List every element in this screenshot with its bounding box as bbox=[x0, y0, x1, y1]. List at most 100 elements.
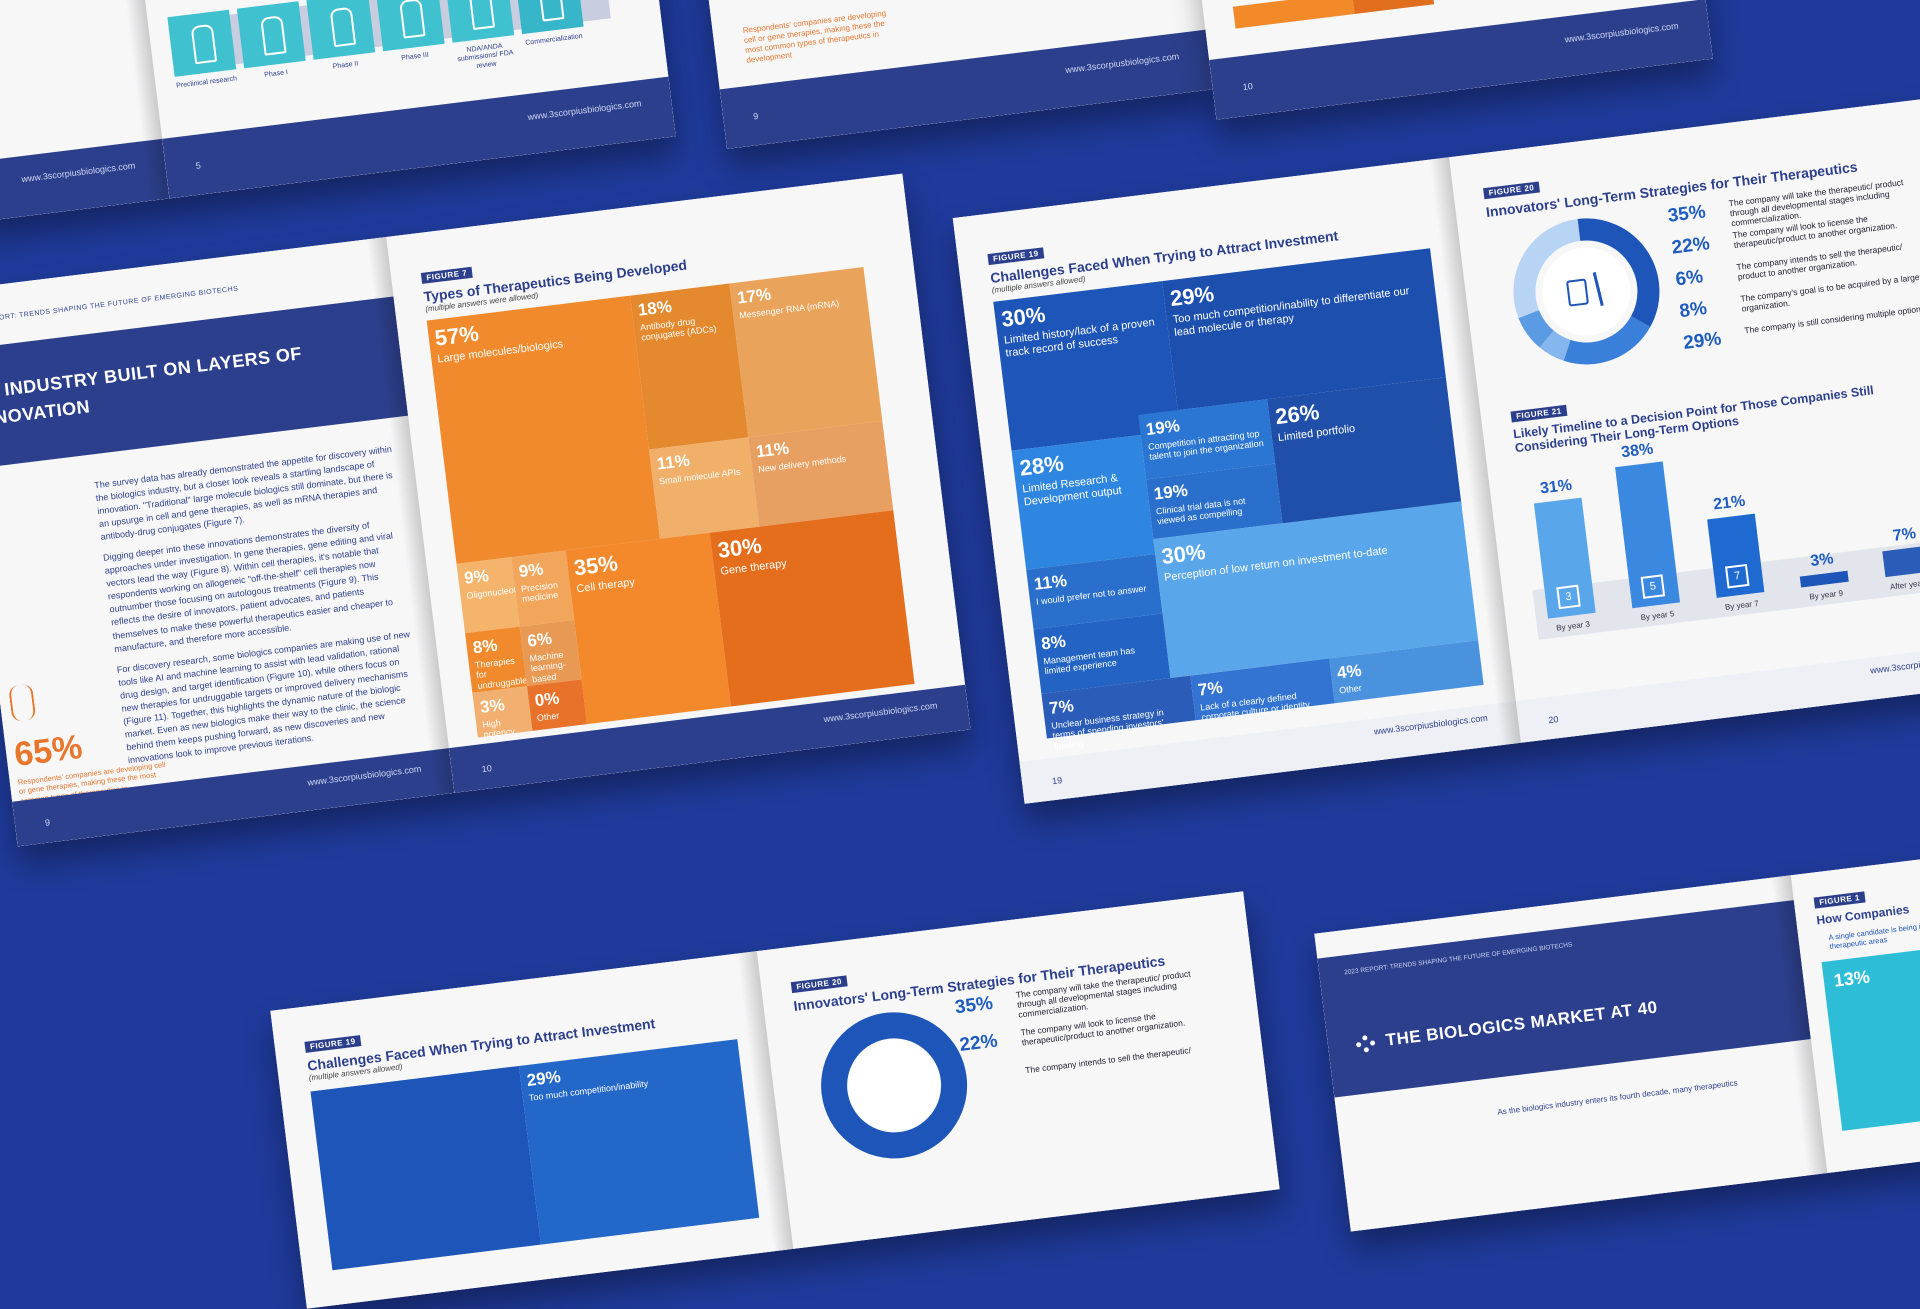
stage-icon bbox=[329, 6, 357, 48]
donut-slice bbox=[1518, 309, 1555, 348]
treemap-cell: 0% Other bbox=[526, 679, 588, 731]
footer-url: www.3scorpiusbiologics.com bbox=[527, 98, 642, 123]
page-number: 9 bbox=[44, 817, 51, 828]
legend-value: 6% bbox=[1674, 266, 1705, 291]
footer-url: www.3scorpiusbiologics.com bbox=[306, 763, 422, 788]
timeline-value: 21% bbox=[1712, 492, 1747, 514]
spread-top-left: www.3scorpiusbiologics.com Preclinical r… bbox=[0, 0, 676, 222]
footer-url: www.3scorpiusbiologics.com bbox=[1064, 51, 1180, 76]
treemap-cell: 3%High potency APIs (HPAPIs) bbox=[472, 686, 533, 761]
headline-banner: AN INDUSTRY BUILT ON LAYERS OF INNOVATIO… bbox=[0, 296, 409, 470]
orange-bar bbox=[1232, 0, 1355, 29]
headline-line-1: AN INDUSTRY BUILT ON LAYERS OF bbox=[0, 343, 303, 404]
page-footer: 5 www.3scorpiusbiologics.com bbox=[162, 76, 676, 199]
headline: THE BIOLOGICS MARKET AT 40 bbox=[1384, 997, 1659, 1050]
stage-label: Phase III bbox=[400, 51, 430, 63]
page-right: Preclinical research Phase I Phase II Phase… bbox=[132, 0, 676, 199]
headline-line-2: INNOVATION bbox=[0, 396, 92, 431]
timeline-label: After year 9 bbox=[1889, 578, 1920, 592]
footer-url: www.3scorpiusbiologics.com bbox=[1373, 712, 1489, 737]
highlight-text: Respondents' companies are developing ce… bbox=[742, 8, 887, 65]
spread-top-right: 10 www.3scorpiusbiologics.com bbox=[1187, 0, 1713, 120]
page-left: FIGURE 19 Challenges Faced When Trying t… bbox=[952, 157, 1521, 804]
footer-url: www.3scorpiusbiologics.com bbox=[1869, 651, 1920, 676]
donut-slice bbox=[1563, 315, 1651, 365]
page-right: FIGURE 7 Types of Therapeutics Being Dev… bbox=[386, 173, 971, 793]
timeline-value: 3% bbox=[1809, 550, 1835, 570]
spread-bottom-middle: FIGURE 19 Challenges Faced When Trying t… bbox=[270, 891, 1280, 1309]
page-number: 10 bbox=[481, 763, 493, 775]
page: Respondents' companies are developing ce… bbox=[696, 0, 1214, 149]
cell-value: 9% bbox=[517, 559, 545, 582]
legend-value: 22% bbox=[958, 1030, 999, 1057]
page-left: FIGURE 19 Challenges Faced When Trying t… bbox=[270, 951, 794, 1309]
stage-tile bbox=[167, 9, 237, 77]
page-number: 19 bbox=[1051, 775, 1063, 787]
legend-text: The company intends to sell the therapeu… bbox=[1024, 1044, 1192, 1076]
treemap-cell: 8%Therapies for undruggable targets bbox=[465, 626, 528, 701]
treemap-cell: 30% Gene therapy bbox=[709, 510, 915, 707]
treemap-cell: 57% Large molecules/biologics bbox=[426, 295, 661, 564]
legend-value: 8% bbox=[1678, 297, 1709, 323]
treemap-cell: 28% Limited Research & Development output bbox=[1011, 434, 1156, 570]
timeline-bar: 3 bbox=[1533, 497, 1596, 619]
calendar-icon: 3 bbox=[1556, 584, 1581, 610]
legend-value: 22% bbox=[1670, 233, 1711, 259]
footer-url: www.3scorpiusbiologics.com bbox=[1564, 20, 1680, 45]
donut-slice bbox=[1513, 219, 1581, 319]
legend-row: The company intends to sell the therapeu… bbox=[963, 1039, 1241, 1076]
treemap-cell: 6%Machine learning-based drug discovery bbox=[519, 619, 582, 705]
calendar-icon: 5 bbox=[1640, 574, 1666, 599]
cell-value: 0% bbox=[533, 688, 561, 711]
page-right: FIGURE 20 Innovators' Long-Term Strategi… bbox=[1449, 96, 1920, 743]
treemap-cell: 9% Precision medicine bbox=[511, 550, 575, 627]
timeline-bar bbox=[1882, 545, 1920, 578]
timeline-label: By year 3 bbox=[1555, 619, 1591, 633]
logo-dots-icon bbox=[1355, 1034, 1377, 1056]
stage-tile bbox=[306, 0, 376, 60]
donut-chart-figure-20 bbox=[1513, 218, 1660, 365]
treemap-cell: 35% Cell therapy bbox=[565, 532, 731, 725]
legend-value: 35% bbox=[953, 992, 995, 1019]
spread-top-middle: Respondents' companies are developing ce… bbox=[696, 0, 1214, 149]
figure-tag: FIGURE 21 bbox=[1510, 404, 1568, 423]
cell-value: 13% bbox=[1832, 966, 1871, 991]
calendar-icon: 7 bbox=[1725, 563, 1750, 589]
cell-value: 3% bbox=[479, 695, 506, 717]
page-right: FIGURE 20 Innovators' Long-Term Strategi… bbox=[756, 891, 1280, 1249]
spread-figures-19-21: FIGURE 19 Challenges Faced When Trying t… bbox=[952, 96, 1920, 804]
footer-url: www.3scorpiusbiologics.com bbox=[823, 700, 938, 725]
treemap-cell: 9% Oligonucleotides bbox=[456, 557, 533, 634]
timeline-bar bbox=[1799, 570, 1849, 588]
footer-url: www.3scorpiusbiologics.com bbox=[20, 160, 136, 185]
cell-value: 6% bbox=[526, 628, 554, 651]
treemap-cell: 11% New delivery methods bbox=[748, 420, 894, 527]
spread-bottom-right: 2023 REPORT: TRENDS SHAPING THE FUTURE O… bbox=[1314, 848, 1920, 1232]
treemap-cell: 18% Antibody drug conjugates (ADCs) bbox=[630, 283, 749, 450]
page-left: 2023 REPORT: TRENDS SHAPING THE FUTURE O… bbox=[1314, 875, 1828, 1232]
orange-bar bbox=[1351, 0, 1435, 14]
timeline-label: By year 9 bbox=[1808, 588, 1844, 602]
teal-cell: 13% bbox=[1821, 940, 1920, 1131]
donut-slice bbox=[1539, 330, 1571, 361]
headline-banner: 2023 REPORT: TRENDS SHAPING THE FUTURE O… bbox=[1317, 900, 1811, 1098]
figure-tag: FIGURE 7 bbox=[420, 266, 473, 284]
cell-value: 9% bbox=[463, 566, 490, 588]
stage-tile bbox=[514, 0, 584, 35]
stage-label: Commercialization bbox=[525, 32, 584, 47]
stage-icon bbox=[468, 0, 496, 31]
vial-icon bbox=[1566, 278, 1589, 307]
page: 10 www.3scorpiusbiologics.com bbox=[1187, 0, 1713, 120]
body-text: As the biologics industry enters its fou… bbox=[1496, 1078, 1739, 1117]
dna-icon bbox=[8, 683, 37, 723]
figure-tag: FIGURE 20 bbox=[790, 975, 848, 994]
treemap-figure-19: 30% Limited history/lack of a proven trac… bbox=[993, 248, 1484, 751]
timeline-bar: 5 bbox=[1615, 460, 1681, 609]
treemap-cell: 29% Too much competition/inability bbox=[518, 1039, 760, 1245]
timeline-value: 7% bbox=[1891, 524, 1917, 545]
stage-label: Preclinical research bbox=[175, 75, 238, 90]
stage-icon bbox=[190, 23, 218, 65]
stage-tile bbox=[445, 0, 515, 43]
stage-label: Phase I bbox=[263, 69, 289, 79]
timeline-label: By year 5 bbox=[1640, 609, 1675, 623]
